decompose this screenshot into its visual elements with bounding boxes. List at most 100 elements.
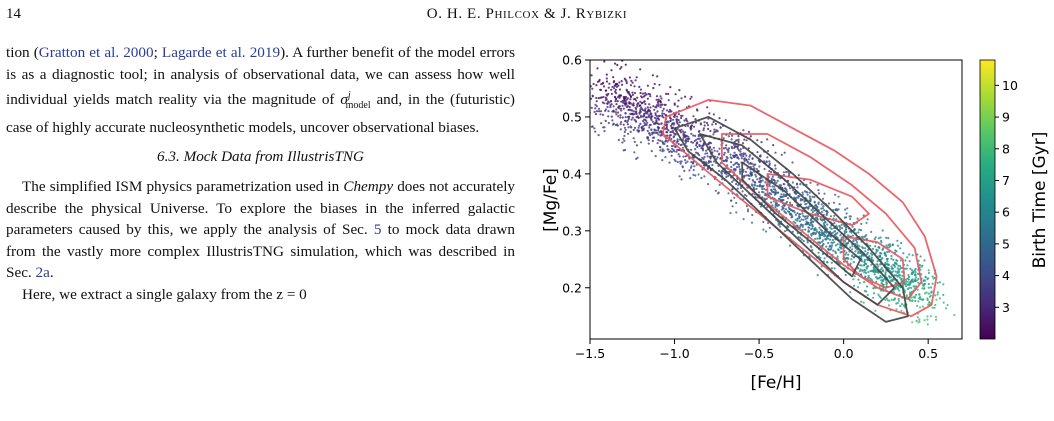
scatter-point	[765, 160, 768, 163]
scatter-point	[916, 316, 919, 319]
scatter-point	[810, 209, 813, 212]
scatter-point	[695, 108, 699, 111]
scatter-point	[615, 108, 618, 111]
scatter-point	[803, 190, 806, 193]
scatter-point	[905, 282, 908, 285]
scatter-point	[793, 211, 796, 214]
scatter-point	[739, 172, 742, 175]
citation-lagarde-2019[interactable]: Lagarde et al. 2019	[161, 44, 281, 61]
scatter-point	[737, 140, 740, 144]
scatter-point	[646, 121, 649, 124]
scatter-point	[634, 119, 637, 122]
scatter-point	[791, 181, 794, 184]
p2-text-mid2: to mock data drawn from the vastly more …	[6, 221, 515, 282]
scatter-point	[610, 88, 613, 91]
colorbar-ticks: 3 4 5 6 7 8 9 10	[995, 78, 1018, 315]
scatter-point	[918, 293, 921, 296]
scatter-point	[747, 147, 750, 150]
scatter-point	[621, 104, 624, 107]
colorbar-tick-label: 6	[1002, 205, 1010, 220]
section-ref-2a[interactable]: 2a	[35, 264, 50, 282]
scatter-point	[706, 152, 709, 155]
scatter-point	[644, 112, 647, 115]
scatter-point	[879, 296, 882, 299]
scatter-point	[942, 301, 945, 304]
scatter-point	[647, 139, 650, 142]
scatter-point	[796, 212, 799, 215]
scatter-point	[599, 88, 602, 92]
scatter-point	[709, 129, 712, 133]
scatter-point	[938, 297, 941, 300]
scatter-point	[898, 273, 901, 276]
scatter-point	[673, 103, 676, 106]
scatter-point	[657, 133, 660, 136]
scatter-point	[631, 93, 634, 96]
scatter-point	[705, 149, 708, 152]
scatter-point	[727, 149, 730, 152]
scatter-point	[671, 129, 674, 132]
scatter-point	[682, 130, 685, 133]
scatter-point	[607, 115, 610, 118]
scatter-point	[656, 142, 659, 145]
scatter-point	[845, 251, 848, 254]
scatter-point	[692, 125, 696, 128]
scatter-point	[673, 115, 676, 118]
scatter-point	[618, 81, 621, 84]
scatter-point	[922, 279, 925, 283]
scatter-point	[935, 298, 938, 301]
scatter-point	[864, 250, 867, 253]
scatter-point	[716, 156, 719, 159]
scatter-point	[789, 209, 793, 212]
scatter-point	[782, 182, 785, 186]
scatter-point	[800, 238, 803, 241]
scatter-point	[897, 299, 900, 302]
scatter-point	[930, 290, 933, 293]
scatter-point	[923, 319, 926, 322]
scatter-point	[824, 225, 827, 228]
scatter-point	[809, 245, 812, 248]
scatter-point	[927, 269, 930, 272]
x-tick-label: 0.5	[918, 346, 938, 361]
scatter-point	[736, 166, 739, 169]
scatter-point	[761, 187, 764, 191]
scatter-point	[788, 244, 792, 247]
scatter-point	[789, 213, 792, 216]
scatter-point	[654, 155, 657, 158]
scatter-point	[886, 299, 889, 302]
scatter-point	[590, 106, 593, 109]
scatter-point	[883, 251, 886, 254]
scatter-point	[591, 87, 594, 90]
scatter-point	[648, 126, 651, 129]
body-column: tion (Gratton et al. 2000; Lagarde et al…	[6, 42, 515, 306]
citation-gratton-2000[interactable]: Gratton et al. 2000	[38, 44, 154, 61]
scatter-point	[849, 291, 852, 294]
scatter-point	[785, 170, 788, 174]
scatter-point	[867, 274, 870, 277]
scatter-point	[877, 246, 880, 249]
page-number: 14	[6, 6, 21, 22]
scatter-point	[620, 121, 623, 124]
scatter-point	[923, 287, 926, 290]
scatter-point	[809, 197, 812, 200]
scatter-point	[766, 149, 770, 153]
scatter-point	[684, 134, 687, 137]
scatter-point	[651, 74, 654, 77]
scatter-point	[829, 238, 832, 241]
scatter-point	[752, 165, 755, 168]
scatter-point	[718, 152, 721, 155]
scatter-point	[910, 286, 913, 289]
scatter-point	[653, 82, 656, 86]
scatter-point	[827, 241, 830, 245]
scatter-point	[693, 139, 696, 143]
scatter-point	[665, 114, 668, 117]
scatter-point	[661, 112, 664, 115]
scatter-point	[664, 139, 667, 142]
scatter-point	[683, 169, 686, 172]
scatter-point	[598, 79, 601, 83]
scatter-point	[681, 114, 684, 117]
scatter-point	[616, 100, 619, 103]
scatter-point	[806, 217, 809, 220]
scatter-point	[823, 192, 826, 195]
scatter-point	[899, 304, 902, 308]
section-ref-5[interactable]: 5	[373, 221, 382, 239]
